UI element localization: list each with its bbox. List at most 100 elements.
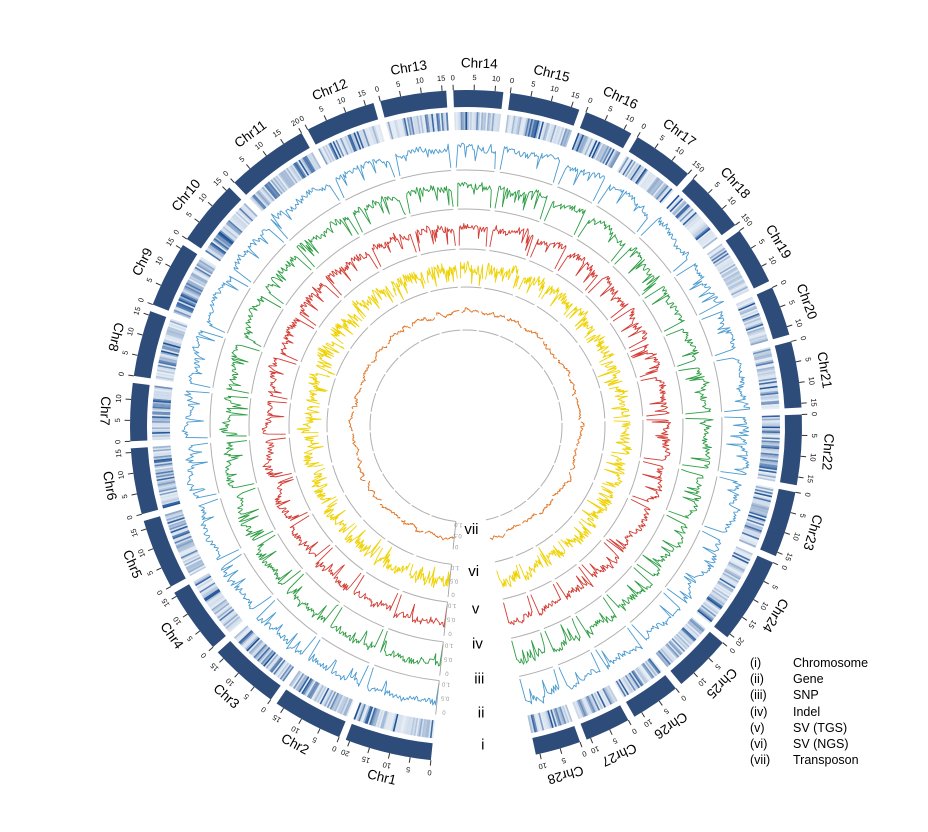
tick-mark (539, 753, 542, 760)
gene-density-stripe (398, 118, 405, 137)
gene-density-stripe (738, 304, 757, 313)
gene-density-stripe (743, 526, 762, 534)
gene-density-stripe (375, 709, 382, 728)
gene-density-stripe (222, 612, 238, 626)
gene-density-stripe (640, 172, 653, 188)
gene-density-stripe (761, 420, 780, 423)
sv-tgs--data-line (325, 251, 378, 296)
track-grid-arc (603, 497, 629, 538)
gene-density-stripe (633, 669, 646, 685)
sv-ngs--data-line (409, 563, 452, 589)
gene-density-stripe (158, 485, 177, 491)
gene-density-stripe (759, 388, 779, 393)
gene-density-stripe (189, 276, 206, 287)
chromosome-name-labels: Chr1Chr2Chr3Chr4Chr5Chr6Chr7Chr8Chr9Chr1… (97, 55, 837, 788)
gene-density-stripe (541, 711, 548, 730)
gene-density-stripe (214, 236, 231, 249)
track-grid-arc (664, 529, 701, 588)
gene-density-stripe (436, 113, 440, 132)
gene-density-stripe (521, 117, 527, 136)
chromosome-segment-Chr26 (625, 675, 676, 717)
chromosome-label-Chr4: Chr4 (157, 619, 186, 652)
gene-density-stripe (329, 692, 339, 710)
tick-label: 10 (807, 376, 817, 385)
chromosome-label-Chr9: Chr9 (129, 245, 156, 278)
tick-mark (298, 127, 302, 134)
gene-density-stripe (607, 685, 618, 702)
gene-density-stripe (735, 296, 753, 306)
gene-density-stripe (332, 141, 342, 159)
track-grid-arc (713, 361, 723, 412)
gene-density-stripe (365, 127, 373, 146)
gene-density-stripe (694, 226, 710, 240)
tick-mark (798, 476, 804, 479)
legend-label: Gene (793, 672, 824, 687)
gene-density-stripe (761, 438, 780, 442)
tick-label: 5 (311, 735, 319, 745)
gene-density-stripe (760, 455, 779, 460)
snp-data-line (519, 669, 560, 705)
gene-density-stripe (712, 252, 729, 265)
gene-density-stripe (545, 710, 553, 729)
track-axis-tick-label: 0 (448, 630, 452, 636)
gene-density-stripe (619, 157, 631, 174)
chromosome-segment-Chr15 (508, 92, 580, 126)
tick-mark (429, 760, 432, 766)
tick-mark (641, 712, 645, 718)
snp-data-line (597, 184, 648, 233)
gene-density-stripe (672, 636, 687, 651)
gene-density-stripe (709, 247, 726, 260)
gene-density-stripe (154, 465, 173, 470)
gene-density-stripe (303, 679, 315, 696)
gene-density-stripe (716, 581, 733, 593)
gene-density-stripe (620, 158, 632, 175)
gene-density-stripe (647, 177, 660, 194)
gene-density-stripe (761, 402, 780, 406)
gene-density-stripe (419, 718, 425, 737)
gene-density-stripe (351, 132, 360, 151)
gene-density-stripe (730, 557, 748, 568)
gene-density-stripe (512, 115, 518, 134)
snp-data-line (640, 216, 689, 272)
gene-density-stripe (328, 143, 338, 161)
snp-data-line (701, 311, 736, 357)
snp-data-line (188, 330, 224, 388)
gene-density-stripe (740, 536, 758, 545)
gene-density-stripe (216, 233, 232, 247)
gene-density-stripe (189, 565, 206, 577)
tick-label: 15 (131, 306, 142, 317)
gene-density-stripe (153, 453, 172, 457)
gene-density-stripe (749, 508, 768, 516)
tick-label: 10 (125, 326, 136, 336)
gene-density-stripe (378, 710, 385, 729)
gene-density-stripe (154, 387, 173, 392)
snp-data-line (666, 530, 722, 604)
tick-label: 15 (747, 618, 759, 630)
tick-label: 10 (253, 140, 265, 152)
gene-density-stripe (302, 157, 314, 174)
gene-density-stripe (370, 707, 378, 726)
transposon-data-line (351, 387, 362, 410)
gene-density-stripe (749, 335, 768, 343)
track-grid-arc (411, 504, 430, 516)
gene-density-stripe (528, 714, 535, 733)
gene-density-stripe (600, 688, 611, 706)
gene-density-stripe (227, 219, 243, 233)
gene-density-stripe (680, 209, 695, 224)
track-grid-arc (602, 421, 606, 451)
gene-density-stripe (162, 343, 181, 350)
gene-density-stripe (753, 494, 772, 501)
gene-density-stripe (729, 560, 746, 571)
gene-density-stripe (518, 117, 524, 136)
snp-data-line (558, 652, 601, 690)
transposon-data-line (367, 480, 382, 501)
chromosome-label-Chr19: Chr19 (763, 222, 795, 261)
gene-density-stripe (681, 210, 696, 225)
gene-density-stripe (659, 188, 673, 203)
tick-mark (194, 218, 200, 223)
gene-density-stripe (702, 602, 719, 615)
gene-density-stripe (160, 493, 179, 499)
gene-density-stripe (741, 311, 760, 320)
gene-density-stripe (395, 714, 402, 733)
tick-label: 5 (472, 73, 476, 82)
